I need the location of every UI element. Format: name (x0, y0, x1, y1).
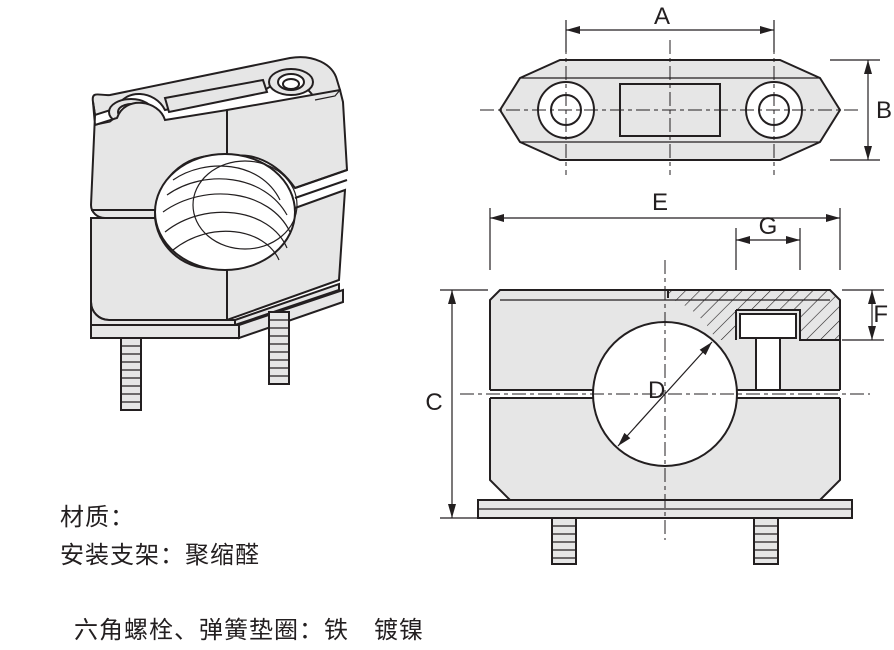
caption-line-3-suffix: 镀镍 (374, 618, 424, 644)
dim-f-label: F (873, 301, 888, 328)
front-view: E G (425, 189, 888, 564)
dim-c-label: C (425, 389, 442, 416)
caption-line-3-prefix: 六角螺栓、弹簧垫圈：铁 (74, 618, 349, 644)
dim-g-label: G (759, 213, 778, 240)
front-bolt-left (552, 518, 576, 564)
caption-line-2: 安装支架：聚缩醛 (60, 538, 260, 575)
dim-e-label: E (652, 189, 668, 216)
iso-bolt-left (121, 338, 141, 410)
caption-line-3: 六角螺栓、弹簧垫圈：铁 镀镍 (60, 576, 424, 650)
iso-view (91, 57, 347, 410)
iso-bolt-right (269, 312, 289, 384)
dim-d-label: D (648, 377, 665, 404)
dim-b-label: B (876, 97, 892, 124)
front-bolt-right (754, 518, 778, 564)
dim-a-label: A (654, 3, 670, 30)
caption-line-1: 材质： (60, 500, 135, 537)
top-view: A B (480, 3, 892, 175)
